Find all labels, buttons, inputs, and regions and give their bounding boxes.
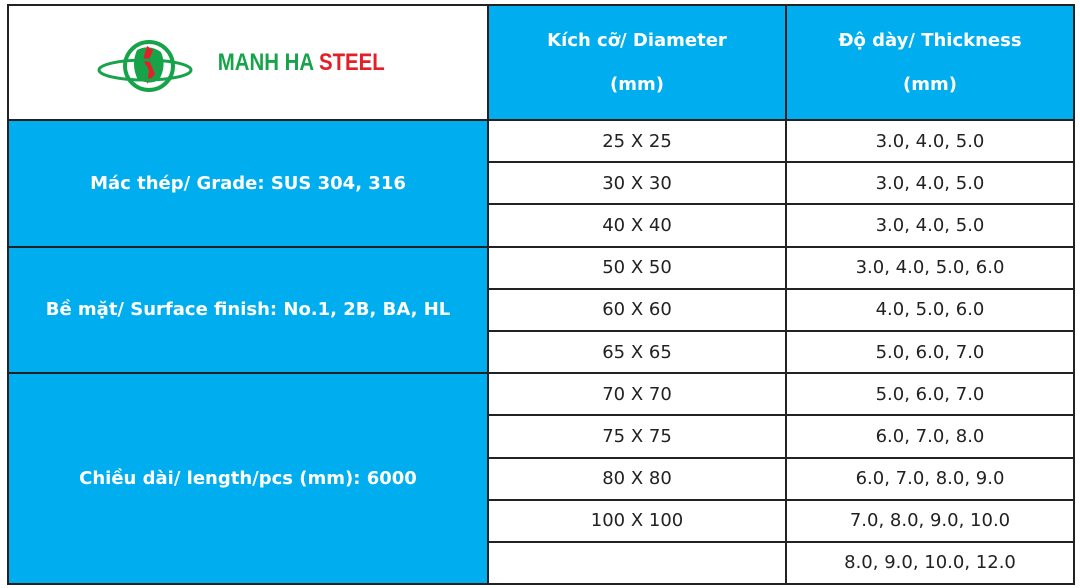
size-cell: 60 X 60	[487, 287, 787, 332]
thickness-cell: 3.0, 4.0, 5.0, 6.0	[785, 245, 1075, 290]
size-cell: 30 X 30	[487, 161, 787, 206]
size-cell: 40 X 40	[487, 203, 787, 248]
table-row: 8.0, 9.0, 10.0, 12.0	[8, 540, 1075, 586]
manh-ha-steel-logo: MANH HA STEEL	[9, 30, 487, 96]
size-cell: 80 X 80	[487, 456, 787, 501]
table-row: 80 X 80 6.0, 7.0, 8.0, 9.0	[8, 456, 1075, 501]
thickness-cell: 5.0, 6.0, 7.0	[785, 329, 1075, 375]
brand-green-text: MANH HA	[217, 48, 314, 76]
size-cell: 25 X 25	[487, 118, 787, 164]
table-row: 65 X 65 5.0, 6.0, 7.0	[8, 329, 1075, 375]
thickness-cell: 3.0, 4.0, 5.0	[785, 203, 1075, 248]
table-row: 40 X 40 3.0, 4.0, 5.0	[8, 203, 1075, 248]
thickness-label: Độ dày/ Thickness	[838, 29, 1022, 51]
table-row: Mác thép/ Grade: SUS 304, 316 25 X 25 3.0,…	[7, 118, 1075, 248]
thickness-cell: 6.0, 7.0, 8.0	[785, 414, 1075, 459]
thickness-cell: 3.0, 4.0, 5.0	[785, 161, 1075, 206]
size-cell: 65 X 65	[487, 329, 787, 375]
thickness-cell: 6.0, 7.0, 8.0, 9.0	[785, 456, 1075, 501]
table-row: Chiều dài/ length/pcs (mm): 6000 70 X 70 5…	[7, 372, 1075, 586]
brand-red-text: STEEL	[318, 48, 385, 76]
spec-cell: Bề mặt/ Surface finish: No.1, 2B, BA, HL	[7, 245, 489, 375]
spec-cell: Chiều dài/ length/pcs (mm): 6000	[7, 372, 489, 586]
thickness-cell: 5.0, 6.0, 7.0	[785, 372, 1075, 417]
table-row: 30 X 30 3.0, 4.0, 5.0	[8, 161, 1075, 206]
size-cell: 70 X 70	[487, 372, 787, 417]
table-row: Bề mặt/ Surface finish: No.1, 2B, BA, HL…	[7, 245, 1075, 375]
size-cell: 50 X 50	[487, 245, 787, 290]
table-row: 60 X 60 4.0, 5.0, 6.0	[8, 287, 1075, 332]
thickness-header: Độ dày/ Thickness (mm)	[785, 4, 1075, 121]
brand-name: MANH HA STEEL	[217, 41, 384, 85]
size-cell: 100 X 100	[487, 498, 787, 543]
diameter-label: Kích cỡ/ Diameter	[547, 29, 727, 51]
size-cell	[487, 540, 787, 586]
spec-cell: Mác thép/ Grade: SUS 304, 316	[7, 119, 489, 248]
globe-logo-icon	[97, 39, 193, 92]
table-row: 75 X 75 6.0, 7.0, 8.0	[8, 414, 1075, 459]
thickness-cell: 3.0, 4.0, 5.0	[785, 118, 1075, 164]
logo-cell: MANH HA STEEL	[7, 4, 489, 121]
thickness-cell: 7.0, 8.0, 9.0, 10.0	[785, 498, 1075, 543]
size-cell: 75 X 75	[487, 414, 787, 459]
thickness-cell: 8.0, 9.0, 10.0, 12.0	[785, 540, 1075, 586]
spec-table: MANH HA STEEL Kích cỡ/ Diameter (mm) Độ d…	[7, 4, 1075, 586]
diameter-header: Kích cỡ/ Diameter (mm)	[487, 4, 787, 121]
diameter-unit: (mm)	[610, 73, 664, 95]
thickness-cell: 4.0, 5.0, 6.0	[785, 287, 1075, 332]
table-row: 100 X 100 7.0, 8.0, 9.0, 10.0	[8, 498, 1075, 543]
thickness-unit: (mm)	[903, 73, 957, 95]
